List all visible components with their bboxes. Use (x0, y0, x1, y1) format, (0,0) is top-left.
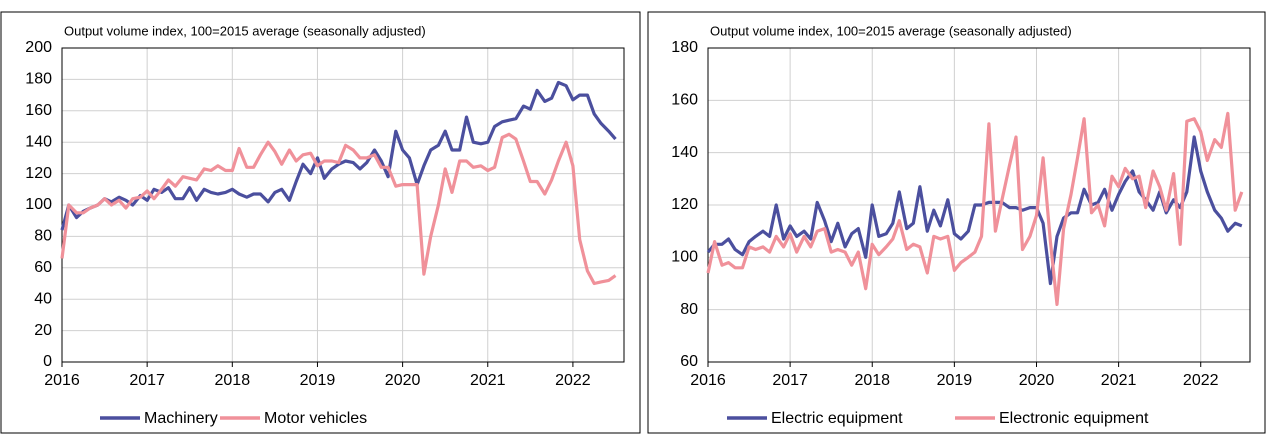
panel-subtitle: Output volume index, 100=2015 average (s… (710, 23, 1072, 38)
y-tick-label: 100 (671, 249, 698, 266)
plot-frame (61, 47, 625, 363)
x-tick-label: 2020 (1019, 372, 1055, 389)
y-tick-label: 160 (25, 102, 52, 119)
x-tick-label: 2019 (300, 372, 336, 389)
panel-frame (0, 11, 641, 434)
y-tick-label: 100 (25, 196, 52, 213)
data-line (706, 111, 1244, 306)
x-tick-label: 2018 (215, 372, 251, 389)
x-tick-label: 2018 (854, 372, 890, 389)
legend-label: Machinery (144, 410, 218, 427)
x-tick-label: 2017 (129, 372, 165, 389)
x-tick-label: 2020 (385, 372, 421, 389)
y-tick-label: 120 (671, 196, 698, 213)
x-tick-label: 2022 (555, 372, 591, 389)
data-line (706, 135, 1243, 286)
x-tick-label: 2022 (1183, 372, 1219, 389)
y-tick-label: 20 (34, 322, 52, 339)
y-tick-label: 80 (680, 301, 698, 318)
y-tick-label: 160 (671, 92, 698, 109)
x-tick-label: 2021 (1101, 372, 1137, 389)
legend-label: Electronic equipment (999, 410, 1149, 427)
plot-frame (707, 47, 1251, 363)
x-tick-label: 2016 (44, 372, 80, 389)
x-tick-label: 2021 (470, 372, 506, 389)
y-tick-label: 120 (25, 165, 52, 182)
y-tick-label: 60 (34, 259, 52, 276)
data-line (60, 132, 617, 286)
panel-subtitle: Output volume index, 100=2015 average (s… (64, 23, 426, 38)
y-tick-label: 140 (25, 133, 52, 150)
y-tick-label: 40 (34, 290, 52, 307)
y-tick-label: 80 (34, 228, 52, 245)
y-tick-label: 0 (43, 353, 52, 370)
legend-label: Motor vehicles (264, 410, 367, 427)
legend-label: Electric equipment (771, 410, 903, 427)
y-tick-label: 60 (680, 353, 698, 370)
y-tick-label: 180 (671, 39, 698, 56)
y-tick-label: 140 (671, 144, 698, 161)
y-tick-label: 180 (25, 71, 52, 88)
x-tick-label: 2017 (772, 372, 808, 389)
x-tick-label: 2019 (937, 372, 973, 389)
panel-frame (647, 11, 1266, 434)
x-tick-label: 2016 (690, 372, 726, 389)
data-line (60, 80, 617, 231)
y-tick-label: 200 (25, 39, 52, 56)
